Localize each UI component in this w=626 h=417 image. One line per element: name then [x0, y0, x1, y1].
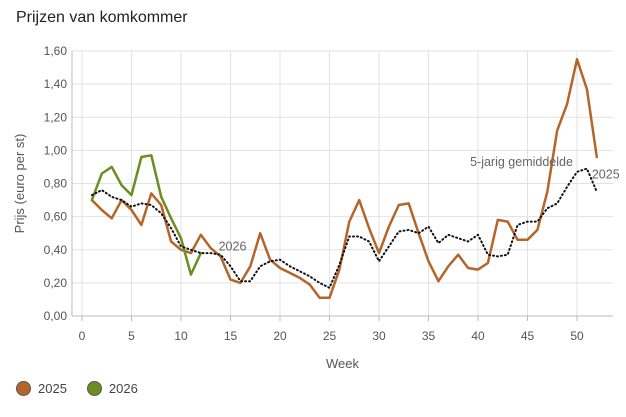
- y-tick-label: 0,60: [44, 210, 68, 224]
- x-tick-label: 10: [174, 329, 188, 343]
- chart-title: Prijzen van komkommer: [16, 9, 188, 26]
- y-tick-label: 1,60: [44, 44, 68, 58]
- x-tick-label: 0: [79, 329, 86, 343]
- y-tick-label: 1,40: [44, 77, 68, 91]
- series-line-2026: [90, 154, 203, 276]
- chart-area: 0,00 0,20 0,40 0,60 0,80 1,00 1,20 1,40 1,60 0 5 10…: [12, 44, 620, 371]
- series-line-2025: [90, 58, 599, 300]
- x-tick-label: 5: [128, 329, 135, 343]
- y-tick-label: 1,20: [44, 110, 68, 124]
- y-tick-label: 0,00: [44, 309, 68, 323]
- y-tick-label: 1,00: [44, 143, 68, 157]
- annotation-label: 5-jarig gemiddelde: [470, 155, 573, 169]
- x-tick-label: 45: [521, 329, 535, 343]
- legend-swatch-2026: [86, 381, 102, 396]
- legend-label-2025: 2025: [38, 381, 67, 396]
- y-axis-title: Prijs (euro per st): [12, 134, 27, 234]
- annotation-label: 2025: [592, 168, 620, 182]
- y-tick-label: 0,80: [44, 177, 68, 191]
- legend-swatch-2025: [16, 381, 31, 396]
- x-tick-label: 35: [422, 329, 436, 343]
- x-tick-label: 15: [224, 329, 238, 343]
- legend-item-2026[interactable]: 2026: [86, 381, 138, 396]
- x-tick-label: 40: [471, 329, 485, 343]
- legend-item-2025[interactable]: 2025: [16, 381, 67, 396]
- annotation-label: 2026: [219, 240, 247, 254]
- x-tick-label: 20: [273, 329, 287, 343]
- x-tick-label: 30: [372, 329, 386, 343]
- y-tick-label: 0,40: [44, 243, 68, 257]
- y-tick-label: 0,20: [44, 276, 68, 290]
- x-tick-label: 25: [323, 329, 337, 343]
- x-tick-label: 50: [570, 329, 584, 343]
- legend: 2025 2026: [16, 381, 138, 396]
- series-line-5-jarig-gemiddelde: [90, 167, 598, 289]
- legend-label-2026: 2026: [108, 381, 138, 396]
- x-axis-title: Week: [326, 356, 359, 371]
